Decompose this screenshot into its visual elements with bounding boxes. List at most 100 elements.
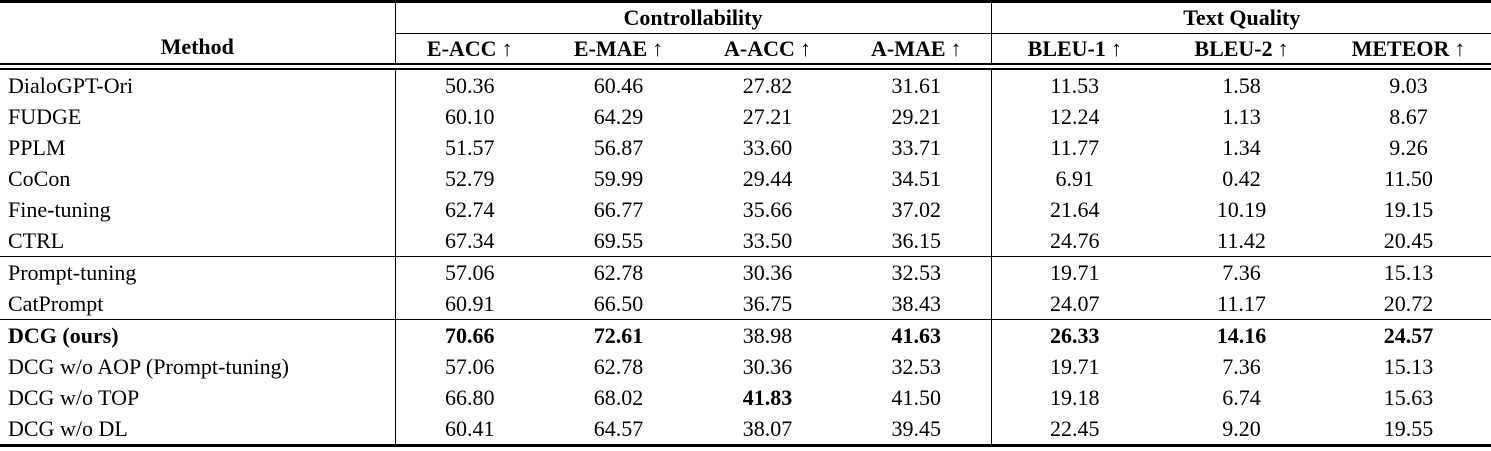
cell-value: 41.83 (742, 384, 793, 410)
up-arrow-icon: ↑ (1454, 35, 1466, 61)
cell-value: 60.10 (394, 101, 544, 132)
cell-value: 64.57 (593, 415, 644, 441)
cell-value: 19.71 (990, 256, 1159, 288)
table-row: Fine-tuning 62.74 66.77 35.66 37.02 21.6… (0, 194, 1491, 225)
cell-method: CoCon (8, 165, 71, 191)
col-header-e-acc: E-ACC ↑ (394, 33, 544, 70)
cell-value: 0.42 (1222, 165, 1261, 191)
col-header-bleu-2: BLEU-2 ↑ (1158, 33, 1326, 70)
cell-value: 24.07 (990, 288, 1159, 320)
table-row: DialoGPT-Ori 50.36 60.46 27.82 31.61 11.… (0, 66, 1491, 101)
table-row: FUDGE 60.10 64.29 27.21 29.21 12.24 1.13… (0, 101, 1491, 132)
cell-value: 51.57 (394, 132, 544, 163)
cell-value: 11.53 (990, 66, 1159, 101)
cell-value: 57.06 (394, 351, 544, 382)
cell-value: 1.58 (1222, 72, 1261, 98)
cell-value: 11.17 (1217, 290, 1266, 316)
table-row: DCG w/o TOP 66.80 68.02 41.83 41.50 19.1… (0, 382, 1491, 413)
cell-value: 29.21 (891, 103, 942, 129)
up-arrow-icon: ↑ (501, 35, 513, 61)
cell-value: 60.46 (593, 72, 644, 98)
cell-value: 15.63 (1383, 384, 1434, 410)
col-header-label: METEOR (1351, 35, 1450, 61)
cell-value: 41.50 (891, 384, 942, 410)
cell-value: 6.91 (990, 163, 1159, 194)
cell-value: 27.21 (742, 103, 793, 129)
method-column-header: Method (0, 1, 396, 70)
cell-value: 22.45 (990, 413, 1159, 446)
cell-value: 24.57 (1325, 319, 1491, 351)
col-header-label: A-ACC (724, 35, 795, 61)
cell-value: 68.02 (593, 384, 644, 410)
cell-value: 36.75 (742, 290, 793, 316)
cell-value: 59.99 (593, 165, 644, 191)
cell-value: 19.55 (1383, 415, 1434, 441)
cell-value: 24.76 (990, 225, 1159, 257)
cell-value: 15.13 (1383, 353, 1434, 379)
col-header-bleu-1: BLEU-1 ↑ (990, 33, 1159, 70)
col-header-a-acc: A-ACC ↑ (693, 33, 842, 70)
col-header-meteor: METEOR ↑ (1325, 33, 1491, 70)
table-row: PPLM 51.57 56.87 33.60 33.71 11.77 1.34 … (0, 132, 1491, 163)
table-row: CoCon 52.79 59.99 29.44 34.51 6.91 0.42 … (0, 163, 1491, 194)
col-header-label: BLEU-2 (1194, 35, 1273, 61)
cell-value: 19.18 (990, 382, 1159, 413)
cell-method: CTRL (8, 227, 65, 253)
cell-value: 70.66 (394, 319, 544, 351)
cell-value: 30.36 (693, 256, 842, 288)
cell-value: 66.77 (593, 196, 644, 222)
cell-value: 57.06 (394, 256, 544, 288)
cell-value: 20.45 (1383, 227, 1434, 253)
cell-value: 32.53 (891, 353, 942, 379)
cell-method: Fine-tuning (8, 196, 111, 222)
cell-value: 11.50 (1384, 165, 1433, 191)
up-arrow-icon: ↑ (799, 35, 811, 61)
group-header-controllability: Controllability (394, 1, 992, 34)
col-header-label: BLEU-1 (1027, 35, 1106, 61)
col-header-a-mae: A-MAE ↑ (842, 33, 992, 70)
cell-value: 8.67 (1389, 103, 1428, 129)
cell-value: 50.36 (394, 66, 544, 101)
cell-value: 9.26 (1389, 134, 1428, 160)
cell-method: FUDGE (8, 103, 82, 129)
cell-value: 72.61 (544, 319, 693, 351)
cell-value: 27.82 (742, 72, 793, 98)
table-body: DialoGPT-Ori 50.36 60.46 27.82 31.61 11.… (0, 66, 1491, 446)
cell-value: 69.55 (593, 227, 644, 253)
header-column-row: E-ACC ↑ E-MAE ↑ A-ACC ↑ A-MAE ↑ BLEU-1 ↑ BLEU… (0, 33, 1491, 70)
cell-value: 60.41 (394, 413, 544, 446)
cell-method: DialoGPT-Ori (8, 72, 134, 98)
cell-method: DCG (ours) (0, 319, 395, 351)
cell-value: 6.74 (1222, 384, 1261, 410)
cell-value: 66.80 (394, 382, 544, 413)
cell-value: 19.15 (1383, 196, 1434, 222)
cell-method: DCG w/o DL (8, 415, 128, 441)
cell-value: 11.77 (990, 132, 1159, 163)
col-header-label: E-ACC (426, 35, 497, 61)
table-row: DCG w/o DL 60.41 64.57 38.07 39.45 22.45… (0, 413, 1491, 446)
cell-value: 36.15 (891, 227, 942, 253)
cell-value: 30.36 (742, 353, 793, 379)
cell-value: 39.45 (891, 415, 942, 441)
cell-value: 64.29 (593, 103, 644, 129)
cell-value: 14.16 (1158, 319, 1326, 351)
cell-value: 15.13 (1325, 256, 1491, 288)
cell-value: 33.60 (742, 134, 793, 160)
cell-method: Prompt-tuning (0, 256, 395, 288)
col-header-label: E-MAE (573, 35, 648, 61)
cell-value: 7.36 (1222, 353, 1261, 379)
cell-value: 1.34 (1222, 134, 1261, 160)
cell-value: 12.24 (990, 101, 1159, 132)
up-arrow-icon: ↑ (1277, 35, 1289, 61)
cell-value: 19.71 (990, 351, 1159, 382)
cell-method: DCG w/o AOP (Prompt-tuning) (8, 353, 289, 379)
cell-value: 34.51 (891, 165, 942, 191)
cell-value: 56.87 (593, 134, 644, 160)
cell-value: 62.78 (593, 353, 644, 379)
cell-value: 62.74 (394, 194, 544, 225)
cell-method: CatPrompt (8, 290, 104, 316)
up-arrow-icon: ↑ (652, 35, 664, 61)
cell-value: 38.98 (693, 319, 842, 351)
header-group-row: Method Controllability Text Quality (0, 1, 1491, 70)
